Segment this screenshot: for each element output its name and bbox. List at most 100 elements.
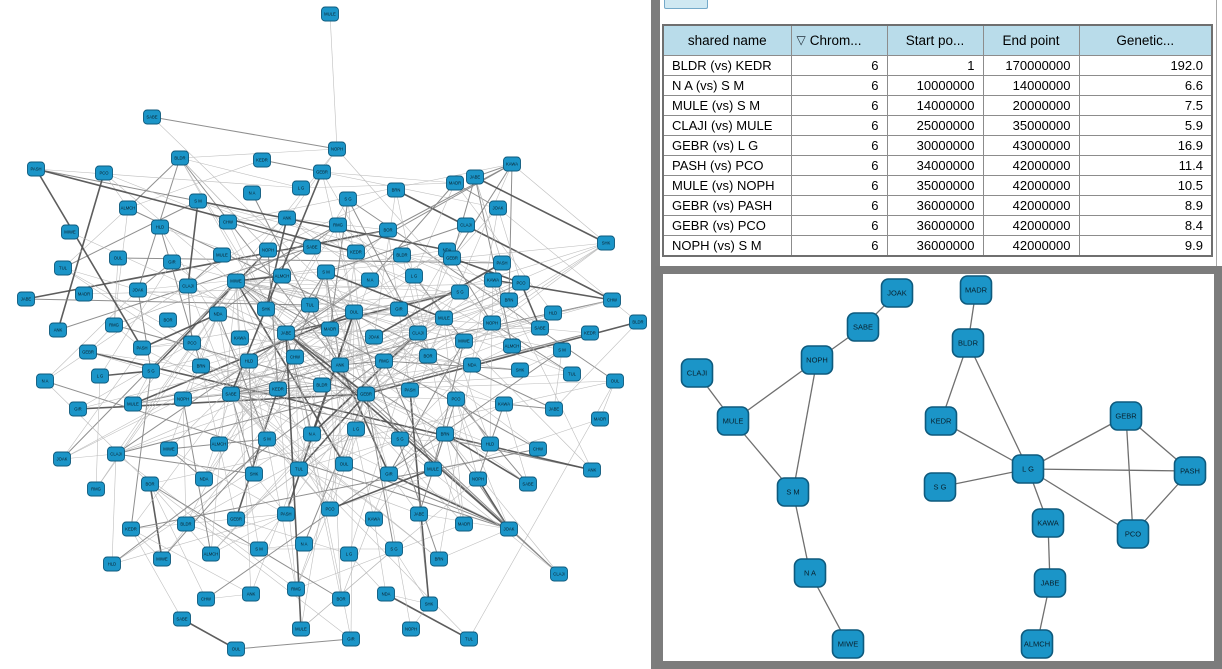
table-cell[interactable]: MULE (vs) NOPH bbox=[662, 175, 792, 196]
table-cell[interactable]: MULE (vs) S M bbox=[662, 95, 792, 116]
network-node[interactable]: CLAJI bbox=[457, 217, 475, 233]
network-node[interactable]: MIWE bbox=[455, 333, 473, 349]
sub-network-canvas[interactable]: JOAK SABE NOPH CLAJI MULE S M N A MIWE MADR BLDR K… bbox=[663, 274, 1214, 661]
network-node[interactable]: TUL bbox=[460, 631, 478, 647]
table-cell[interactable]: 42000000 bbox=[982, 155, 1080, 176]
network-node[interactable]: MIWE bbox=[227, 273, 245, 289]
network-node[interactable]: PASH bbox=[27, 161, 45, 177]
network-node[interactable]: NOPH bbox=[259, 242, 277, 258]
network-node[interactable]: GEBR bbox=[443, 250, 461, 266]
table-row[interactable]: BLDR (vs) KEDR 6 1 170000000 192.0 bbox=[662, 55, 1213, 76]
table-cell[interactable]: N A (vs) S M bbox=[662, 75, 792, 96]
table-cell[interactable]: 6 bbox=[790, 175, 888, 196]
network-node-kawa[interactable]: KAWA bbox=[1031, 508, 1065, 538]
network-node[interactable]: SHK bbox=[420, 596, 438, 612]
table-cell[interactable]: 10000000 bbox=[886, 75, 984, 96]
network-node[interactable]: BOR bbox=[141, 476, 159, 492]
main-network-nodes[interactable]: MULE NOPH SABE KEDR BLDR GEBR PASH PCO KAWA JABE M… bbox=[17, 6, 647, 657]
network-node[interactable]: RMG bbox=[105, 317, 123, 333]
table-cell[interactable]: 42000000 bbox=[982, 195, 1080, 216]
network-node[interactable]: N A bbox=[361, 272, 379, 288]
network-node[interactable]: NDA bbox=[463, 357, 481, 373]
network-node[interactable]: HLD bbox=[544, 305, 562, 321]
network-node[interactable]: CLAJI bbox=[107, 446, 125, 462]
network-node[interactable]: GEBR bbox=[227, 511, 245, 527]
network-node[interactable]: KAWA bbox=[503, 156, 521, 172]
network-node-s-g[interactable]: S G bbox=[923, 472, 957, 502]
network-node-jabe[interactable]: JABE bbox=[1033, 568, 1067, 598]
table-cell[interactable]: 6 bbox=[790, 135, 888, 156]
network-node[interactable]: TUL bbox=[54, 260, 72, 276]
network-node[interactable]: BRN bbox=[192, 358, 210, 374]
network-node[interactable]: L G bbox=[405, 268, 423, 284]
table-cell[interactable]: 6 bbox=[790, 75, 888, 96]
network-node[interactable]: CLAJI bbox=[550, 566, 568, 582]
network-node[interactable]: CHW bbox=[603, 292, 621, 308]
network-node[interactable]: S M bbox=[258, 431, 276, 447]
network-node[interactable]: ANK bbox=[583, 462, 601, 478]
network-node[interactable]: L G bbox=[91, 368, 109, 384]
table-cell[interactable]: 25000000 bbox=[886, 115, 984, 136]
table-cell[interactable]: 42000000 bbox=[982, 235, 1080, 257]
table-cell[interactable]: 6.6 bbox=[1078, 75, 1213, 96]
network-node[interactable]: BOR bbox=[419, 348, 437, 364]
network-node[interactable]: PCO bbox=[512, 275, 530, 291]
network-node[interactable]: ALMCH bbox=[210, 436, 228, 452]
network-node[interactable]: KEDR bbox=[347, 244, 365, 260]
network-node[interactable]: KEDR bbox=[581, 325, 599, 341]
network-node[interactable]: SHK bbox=[257, 301, 275, 317]
network-node-claji[interactable]: CLAJI bbox=[680, 358, 714, 388]
table-cell[interactable]: NOPH (vs) S M bbox=[662, 235, 792, 257]
network-node[interactable]: CHW bbox=[219, 214, 237, 230]
network-node[interactable]: S G bbox=[391, 431, 409, 447]
table-row[interactable]: GEBR (vs) PCO 6 36000000 42000000 8.4 bbox=[662, 215, 1213, 236]
network-node[interactable]: BLDR bbox=[629, 314, 647, 330]
network-node[interactable]: SHK bbox=[245, 466, 263, 482]
table-cell[interactable]: 1 bbox=[886, 55, 984, 76]
network-node[interactable]: KEDR bbox=[122, 521, 140, 537]
network-node[interactable]: KAWA bbox=[231, 330, 249, 346]
network-node-noph[interactable]: NOPH bbox=[800, 345, 834, 375]
table-cell[interactable]: 6 bbox=[790, 235, 888, 257]
network-node[interactable]: SABE bbox=[173, 611, 191, 627]
network-node[interactable]: SABE bbox=[519, 476, 537, 492]
table-cell[interactable]: 11.4 bbox=[1078, 155, 1213, 176]
sub-network-panel[interactable]: JOAK SABE NOPH CLAJI MULE S M N A MIWE MADR BLDR K… bbox=[655, 266, 1222, 669]
network-node[interactable]: PCO bbox=[183, 335, 201, 351]
network-node-l-g[interactable]: L G bbox=[1011, 454, 1045, 484]
network-node[interactable]: KEDR bbox=[253, 152, 271, 168]
table-cell[interactable]: CLAJI (vs) MULE bbox=[662, 115, 792, 136]
network-node[interactable]: ALMCH bbox=[503, 338, 521, 354]
network-node[interactable]: MULE bbox=[424, 461, 442, 477]
table-row[interactable]: MULE (vs) NOPH 6 35000000 42000000 10.5 bbox=[662, 175, 1213, 196]
network-node[interactable]: MIWE bbox=[153, 551, 171, 567]
network-node[interactable]: CHW bbox=[529, 441, 547, 457]
network-node[interactable]: GEBR bbox=[357, 386, 375, 402]
network-node[interactable]: SHK bbox=[597, 235, 615, 251]
network-node[interactable]: HLD bbox=[103, 556, 121, 572]
network-node[interactable]: OUL bbox=[345, 304, 363, 320]
network-node[interactable]: GEBR bbox=[79, 344, 97, 360]
network-node[interactable]: N A bbox=[36, 373, 54, 389]
network-node[interactable]: PCO bbox=[321, 501, 339, 517]
network-node[interactable]: BOR bbox=[332, 591, 350, 607]
network-node[interactable]: NDA bbox=[195, 471, 213, 487]
column-header-0[interactable]: shared name bbox=[662, 24, 792, 56]
network-node-kedr[interactable]: KEDR bbox=[924, 406, 958, 436]
table-cell[interactable]: 6 bbox=[790, 95, 888, 116]
table-tab-fragment[interactable] bbox=[664, 0, 708, 9]
network-node[interactable]: SABE bbox=[531, 320, 549, 336]
network-node[interactable]: MULE bbox=[213, 247, 231, 263]
network-node[interactable]: PCO bbox=[447, 391, 465, 407]
table-cell[interactable]: 6 bbox=[790, 115, 888, 136]
network-node-gebr[interactable]: GEBR bbox=[1109, 401, 1143, 431]
network-node[interactable]: OUL bbox=[606, 373, 624, 389]
network-node[interactable]: TUL bbox=[563, 366, 581, 382]
network-node[interactable]: MIWE bbox=[61, 224, 79, 240]
table-cell[interactable]: 43000000 bbox=[982, 135, 1080, 156]
network-node[interactable]: ALMCH bbox=[119, 200, 137, 216]
network-node[interactable]: L G bbox=[347, 421, 365, 437]
network-node[interactable]: SABE bbox=[143, 109, 161, 125]
network-node[interactable]: HLD bbox=[151, 219, 169, 235]
main-network-canvas[interactable]: MULE NOPH SABE KEDR BLDR GEBR PASH PCO KAWA JABE M… bbox=[0, 0, 651, 669]
